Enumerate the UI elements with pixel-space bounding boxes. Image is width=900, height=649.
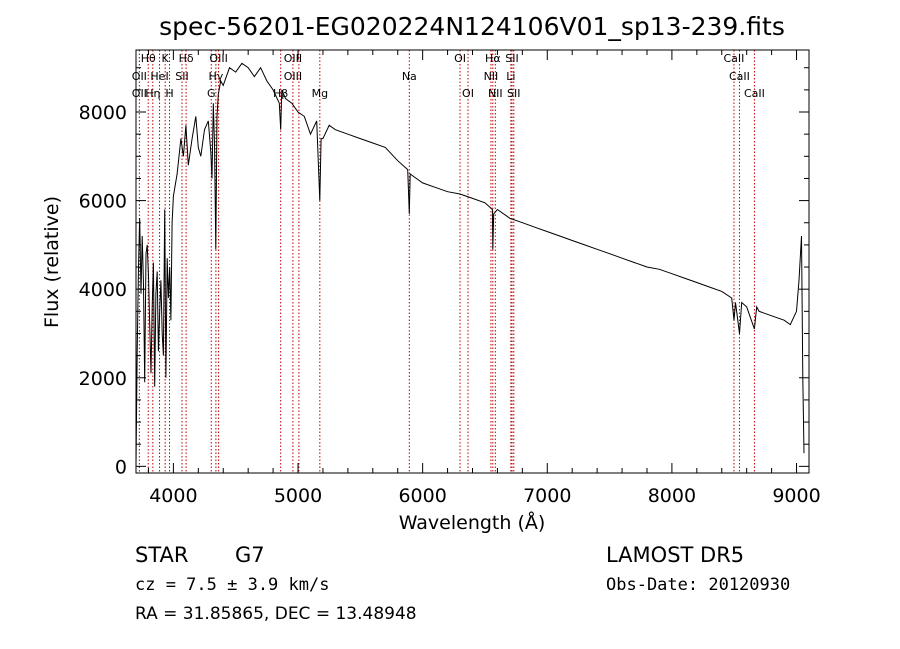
line-label: Hβ bbox=[273, 87, 288, 100]
spectrum-series bbox=[135, 62, 805, 467]
y-tick-label: 6000 bbox=[79, 191, 127, 213]
x-tick-label: 7000 bbox=[523, 485, 571, 507]
object-subclass: G7 bbox=[235, 543, 265, 567]
line-label: G bbox=[207, 87, 216, 100]
redshift-cz: cz = 7.5 ± 3.9 km/s bbox=[135, 575, 329, 595]
line-label: Hδ bbox=[179, 52, 194, 65]
y-tick-label: 0 bbox=[115, 456, 127, 478]
line-label: SII bbox=[505, 52, 518, 65]
line-label: NII bbox=[488, 87, 503, 100]
line-marker-group bbox=[138, 50, 755, 473]
line-label: OII bbox=[132, 70, 147, 83]
coordinates: RA = 31.85865, DEC = 13.48948 bbox=[135, 604, 417, 624]
x-tick-label: 5000 bbox=[274, 485, 322, 507]
object-class: STAR bbox=[135, 543, 188, 567]
line-label: OI bbox=[462, 87, 474, 100]
y-axis-label: Flux (relative) bbox=[41, 196, 63, 328]
x-tick-label: 6000 bbox=[398, 485, 446, 507]
line-label: H bbox=[165, 87, 173, 100]
line-label: K bbox=[162, 52, 170, 65]
x-axis-label: Wavelength (Å) bbox=[399, 511, 546, 534]
line-label: Hη bbox=[145, 87, 160, 100]
line-label: SII bbox=[175, 70, 188, 83]
x-tick-label: 8000 bbox=[648, 485, 696, 507]
line-label: Hγ bbox=[208, 70, 223, 83]
line-label: OI bbox=[454, 52, 466, 65]
line-label: SII bbox=[507, 87, 520, 100]
line-label: CaII bbox=[724, 52, 745, 65]
line-label: Na bbox=[402, 70, 417, 83]
line-label: OIII bbox=[284, 70, 302, 83]
line-label: CaII bbox=[744, 87, 765, 100]
line-label: Hα bbox=[485, 52, 501, 65]
line-label: HeI bbox=[150, 70, 168, 83]
y-tick-label: 8000 bbox=[79, 102, 127, 124]
obs-date: Obs-Date: 20120930 bbox=[606, 575, 790, 595]
survey-name: LAMOST DR5 bbox=[606, 543, 744, 567]
line-label: OIII bbox=[284, 52, 302, 65]
line-label: Mg bbox=[312, 87, 328, 100]
line-label: Hθ bbox=[141, 52, 156, 65]
line-label: CaII bbox=[729, 70, 750, 83]
chart-title: spec-56201-EG020224N124106V01_sp13-239.f… bbox=[159, 12, 785, 41]
line-label: NII bbox=[484, 70, 499, 83]
plot-frame bbox=[135, 49, 810, 474]
x-tick-label: 9000 bbox=[772, 485, 820, 507]
x-axis: 4000 5000 6000 7000 8000 9000 bbox=[147, 50, 821, 507]
line-label: Li bbox=[506, 70, 515, 83]
y-axis: 0 2000 4000 6000 8000 bbox=[79, 67, 809, 478]
y-tick-label: 4000 bbox=[79, 279, 127, 301]
x-tick-label: 4000 bbox=[149, 485, 197, 507]
line-label: OIII bbox=[209, 52, 227, 65]
y-tick-label: 2000 bbox=[79, 368, 127, 390]
